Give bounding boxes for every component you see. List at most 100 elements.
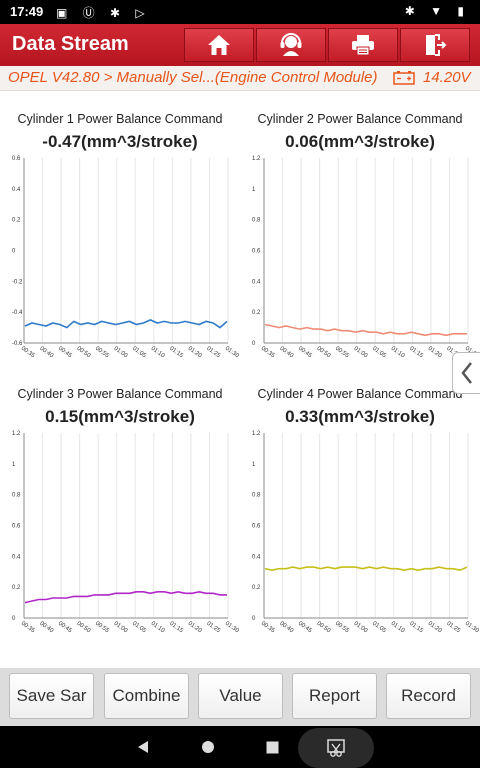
chart-title: Cylinder 4 Power Balance Command [257,387,463,401]
x-tick-label: 00:50 [315,621,331,635]
x-tick-label: 00:40 [38,621,54,635]
chart-title: Cylinder 3 Power Balance Command [17,387,223,401]
y-tick-label: 0 [252,341,256,347]
x-tick-label: 01:10 [390,621,406,635]
chart-panel-cylinder-3[interactable]: Cylinder 3 Power Balance Command 0.15(mm… [0,367,240,637]
x-tick-label: 01:30 [224,621,240,635]
y-tick-label: 0.2 [12,585,21,591]
report-button[interactable]: Report [292,673,377,719]
x-tick-label: 01:05 [131,621,147,635]
battery-voltage: 14.20V [423,69,471,86]
x-tick-label: 01:10 [390,346,406,360]
x-tick-label: 00:50 [315,346,331,360]
x-tick-label: 01:15 [408,621,424,635]
y-tick-label: 1.2 [252,431,261,437]
x-tick-label: 01:00 [113,621,129,635]
chart-panel-cylinder-4[interactable]: Cylinder 4 Power Balance Command 0.33(mm… [240,367,480,637]
y-tick-label: 0 [12,616,16,622]
series-line [24,590,227,604]
y-tick-label: 1 [252,187,256,193]
x-tick-label: 01:30 [224,346,240,360]
print-button[interactable] [328,28,398,62]
x-tick-label: 00:35 [20,621,36,635]
chart-value: 0.15(mm^3/stroke) [45,407,195,426]
y-tick-label: -0.4 [12,310,23,316]
record-button[interactable]: Record [386,673,471,719]
status-bar: 17:49 ▣ Ⓤ ✱ ▷ ✱ ▼ ▮ [0,0,480,24]
back-button[interactable] [130,726,156,768]
x-tick-label: 00:35 [260,621,276,635]
x-tick-label: 00:45 [57,621,73,635]
y-tick-label: 1 [12,462,16,468]
home-icon [208,35,230,55]
breadcrumb: OPEL V42.80 > Manually Sel...(Engine Con… [0,66,480,91]
back-icon [138,741,148,753]
chart-plot: 0.60.40.20-0.2-0.4-0.600:35 00:40 00:45 00:… [12,156,240,360]
recents-button[interactable] [259,726,285,768]
home-button[interactable] [184,28,254,62]
x-tick-label: 01:30 [464,621,480,635]
y-tick-label: -0.2 [12,279,23,285]
x-tick-label: 00:55 [94,346,110,360]
y-tick-label: 0.8 [252,218,261,224]
side-panel-handle[interactable] [452,352,480,394]
x-tick-label: 01:15 [168,346,184,360]
x-tick-label: 00:40 [38,346,54,360]
x-tick-label: 01:15 [168,621,184,635]
value-button[interactable]: Value [198,673,283,719]
y-tick-label: 0.6 [252,249,261,255]
x-tick-label: 01:05 [131,346,147,360]
series-line [24,319,228,329]
save-sample-button[interactable]: Save Sar [9,673,94,719]
support-button[interactable] [256,28,326,62]
x-tick-label: 01:10 [150,346,166,360]
series-line [264,323,467,337]
combine-button[interactable]: Combine [104,673,189,719]
y-tick-label: -0.6 [12,341,23,347]
bottom-toolbar: Save Sar Combine Value Report Record [0,668,480,726]
chart-value: 0.33(mm^3/stroke) [285,407,435,426]
x-tick-label: 01:20 [427,621,443,635]
chart-plot: 1.2 1 0.8 0.6 0.4 0.2 0 00:35 00:40 00:45 00:50 00:… [252,431,480,635]
page-title: Data Stream [12,33,129,55]
x-tick-label: 01:15 [408,346,424,360]
x-tick-label: 00:45 [297,621,313,635]
x-tick-label: 01:25 [445,621,461,635]
chart-plot: 1.2 1 0.8 0.6 0.4 0.2 0 00:35 00:40 00:45 00:50 00:… [252,156,480,360]
chart-panel-cylinder-1[interactable]: Cylinder 1 Power Balance Command -0.47(m… [0,92,240,362]
y-tick-label: 0 [12,249,16,255]
square-recents-icon [266,741,278,753]
x-tick-label: 01:25 [205,346,221,360]
y-tick-label: 0.4 [252,279,261,285]
chart-panel-cylinder-2[interactable]: Cylinder 2 Power Balance Command 0.06(mm… [240,92,480,362]
chart-title: Cylinder 2 Power Balance Command [257,112,463,126]
x-tick-label: 00:40 [278,346,294,360]
x-tick-label: 01:05 [371,621,387,635]
x-tick-label: 01:00 [353,346,369,360]
y-tick-label: 0.6 [12,156,21,162]
x-tick-label: 01:00 [353,621,369,635]
x-tick-label: 01:20 [187,621,203,635]
y-tick-label: 0.2 [252,585,261,591]
status-time: 17:49 [10,4,44,19]
printer-icon [352,35,374,56]
system-icons: ✱ ▼ ▮ [404,4,470,18]
x-tick-label: 01:10 [150,621,166,635]
x-tick-label: 00:35 [20,346,36,360]
screenshot-button[interactable] [298,728,374,768]
y-tick-label: 0.6 [252,524,261,530]
x-tick-label: 01:20 [187,346,203,360]
y-tick-label: 0.2 [252,310,261,316]
exit-button[interactable] [400,28,470,62]
x-tick-label: 00:50 [75,346,91,360]
app-header: Data Stream [0,24,480,66]
x-tick-label: 00:50 [75,621,91,635]
chart-value: 0.06(mm^3/stroke) [285,132,435,151]
x-tick-label: 01:25 [205,621,221,635]
y-tick-label: 0 [252,616,256,622]
x-tick-label: 00:35 [260,346,276,360]
x-tick-label: 01:20 [427,346,443,360]
chart-value: -0.47(mm^3/stroke) [42,132,198,151]
home-nav-button[interactable] [195,726,221,768]
x-tick-label: 00:55 [334,346,350,360]
